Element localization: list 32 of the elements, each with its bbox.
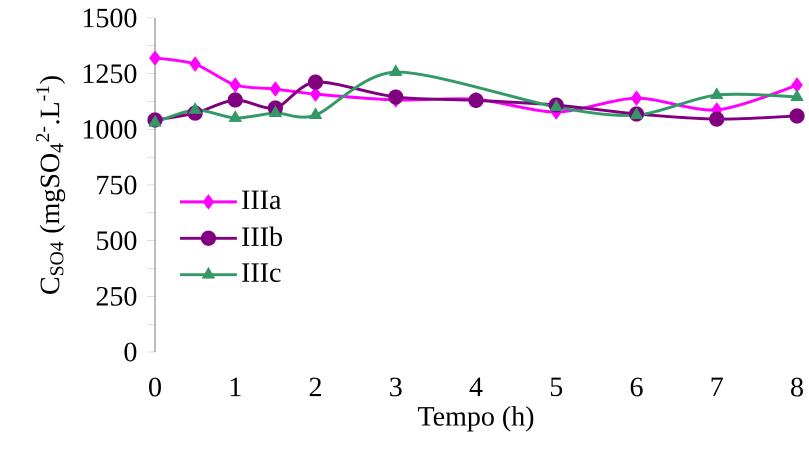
y-tick-label: 1000 [84,120,136,139]
point [791,77,803,93]
y-tick-label: 500 [97,231,136,250]
x-tick-label: 2 [310,378,321,396]
y-tick-label: 750 [97,176,136,194]
point [270,81,282,97]
point [630,90,642,106]
x-tick-label: 5 [550,378,562,396]
point [709,111,724,127]
point [789,108,805,124]
y-tick-label: 1250 [84,64,136,84]
legend-label: IIIc [242,263,281,282]
legend-label: IIIb [242,226,282,246]
x-tick-label: 0 [149,378,161,396]
x-tick-label: 4 [470,378,483,396]
x-tick-label: 7 [712,378,723,396]
point [388,89,404,105]
point [149,50,161,66]
point [189,56,201,72]
y-tick-label: 0 [124,342,136,362]
x-tick-label: 3 [390,378,402,396]
x-tick-label: 8 [791,378,803,396]
point [228,92,243,108]
x-tick-label: 6 [630,378,643,396]
x-tick-label: 1 [230,378,241,396]
point [308,74,324,90]
point [229,77,242,93]
y-tick-label: 250 [96,286,136,306]
y-tick-label: 1500 [84,8,136,28]
legend-label: IIIa [242,190,282,210]
y-axis-title: C$_{SO4}$ (mgSO$_{4}$$^{2-}$.L$^{-1}$) [36,76,66,294]
x-axis-title: Tempo (h) [418,406,534,432]
